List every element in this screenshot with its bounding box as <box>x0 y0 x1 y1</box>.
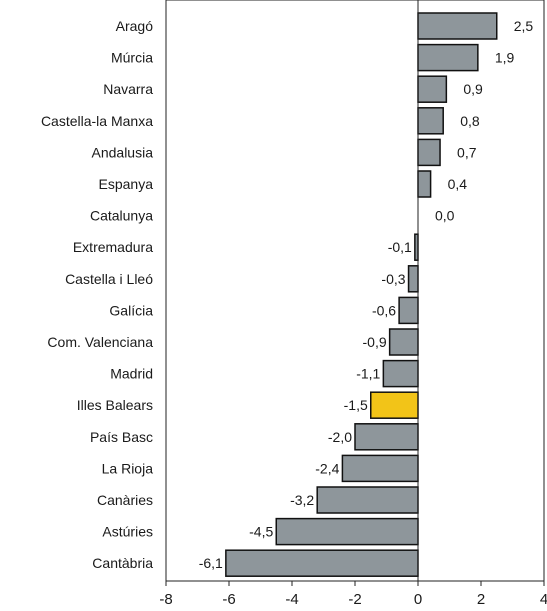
bar-castella-la-manxa <box>417 107 444 135</box>
bar-andalusia <box>417 138 441 167</box>
bar-pais-basc <box>354 423 419 451</box>
category-label-navarra: Navarra <box>103 81 153 97</box>
x-tick-label: -8 <box>159 591 172 608</box>
value-label-pais-basc: -2,0 <box>328 429 352 445</box>
value-label-la-rioja: -2,4 <box>315 460 339 476</box>
x-tick-label: 0 <box>414 591 422 608</box>
category-label-illes-balears: Illes Balears <box>77 397 153 413</box>
category-label-pais-basc: País Basc <box>90 429 153 445</box>
category-label-cantabria: Cantàbria <box>92 555 153 571</box>
value-label-murcia: 1,9 <box>495 50 515 66</box>
category-label-extremadura: Extremadura <box>73 239 153 255</box>
value-label-castella-la-manxa: 0,8 <box>460 113 480 129</box>
category-label-castella-la-manxa: Castella-la Manxa <box>41 113 153 129</box>
category-label-galicia: Galícia <box>109 302 153 318</box>
bar-cantabria <box>225 549 419 577</box>
value-label-arago: 2,5 <box>514 18 534 34</box>
bar-navarra <box>417 75 448 103</box>
value-label-canaries: -3,2 <box>290 492 314 508</box>
bar-arago <box>417 12 498 40</box>
bar-espanya <box>417 170 432 198</box>
x-tick-label: -2 <box>348 591 361 608</box>
category-label-andalusia: Andalusia <box>92 144 154 160</box>
bar-illes-balears <box>370 391 419 419</box>
bar-com-valenciana <box>388 328 419 356</box>
category-label-catalunya: Catalunya <box>90 208 153 224</box>
bar-castella-i-lleo <box>407 265 419 293</box>
x-tick-label: 2 <box>477 591 485 608</box>
value-label-madrid: -1,1 <box>356 366 380 382</box>
category-labels-group: Aragó Múrcia Navarra Castella-la Manxa Andal… <box>41 18 153 571</box>
category-label-la-rioja: La Rioja <box>102 460 154 476</box>
value-label-castella-i-lleo: -0,3 <box>381 271 405 287</box>
category-label-canaries: Canàries <box>97 492 153 508</box>
bar-asturies <box>275 517 419 546</box>
category-label-murcia: Múrcia <box>111 50 153 66</box>
x-tick-label: 4 <box>540 591 547 608</box>
value-label-espanya: 0,4 <box>448 176 468 192</box>
value-label-andalusia: 0,7 <box>457 144 477 160</box>
value-label-navarra: 0,9 <box>463 81 483 97</box>
x-axis: -8 -6 -4 -2 0 2 4 <box>159 0 547 608</box>
category-label-madrid: Madrid <box>110 366 153 382</box>
value-label-illes-balears: -1,5 <box>344 397 368 413</box>
category-label-arago: Aragó <box>116 18 154 34</box>
bar-galicia <box>398 296 419 325</box>
value-label-catalunya: 0,0 <box>435 208 455 224</box>
category-label-espanya: Espanya <box>99 176 154 192</box>
bar-canaries <box>316 486 419 514</box>
plot-area <box>165 0 545 582</box>
value-label-com-valenciana: -0,9 <box>363 334 387 350</box>
category-label-castella-i-lleo: Castella i Lleó <box>65 271 153 287</box>
value-label-asturies: -4,5 <box>249 524 273 540</box>
value-label-extremadura: -0,1 <box>388 239 412 255</box>
category-label-asturies: Astúries <box>102 524 153 540</box>
value-label-cantabria: -6,1 <box>199 555 223 571</box>
x-tick-label: -6 <box>222 591 235 608</box>
bar-murcia <box>417 43 479 72</box>
bars-group <box>225 12 498 577</box>
value-labels-group: 2,5 1,9 0,9 0,8 0,7 0,4 0,0 -0,1 -0,3 -0,6 -0,9 -1,… <box>199 18 534 571</box>
bar-madrid <box>382 359 419 388</box>
category-label-com-valenciana: Com. Valenciana <box>47 334 153 350</box>
x-tick-label: -4 <box>285 591 298 608</box>
bar-la-rioja <box>341 454 419 483</box>
value-label-galicia: -0,6 <box>372 302 396 318</box>
